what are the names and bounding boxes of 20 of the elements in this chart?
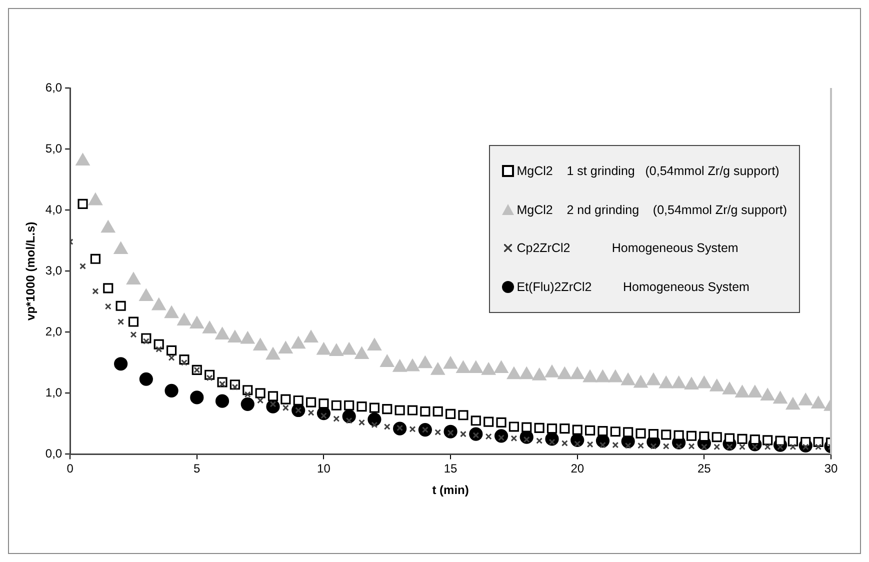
x-tick-label: 0 [66,462,74,476]
x-tick-label: 10 [317,462,331,476]
y-tick-label: 1,0 [45,385,62,400]
x-tick-label: 5 [194,462,201,476]
x-tick-label: 15 [444,462,458,476]
y-tick-label: 5,0 [45,141,62,156]
y-tick-label: 0,0 [45,446,62,461]
x-axis-title: t (min) [432,483,469,498]
x-tick-label: 25 [698,462,712,476]
legend-label: Et(Flu)2ZrCl2 Homogeneous System [516,280,750,294]
y-tick-label: 4,0 [45,202,62,216]
legend-label: MgCl2 1 st grinding (0,54mmol Zr/g support) [516,164,780,178]
y-tick-label: 6,0 [45,80,62,94]
legend-label: Cp2ZrCl2 Homogeneous System [516,241,738,256]
x-tick-label: 20 [570,462,584,476]
x-tick-label: 30 [824,462,838,476]
y-axis-title: vp*1000 (mol/L.s) [24,222,38,320]
y-tick-label: 3,0 [45,263,62,278]
legend-label: MgCl2 2 nd grinding (0,54mmol Zr/g support) [516,202,787,217]
y-tick-label: 2,0 [45,324,62,338]
